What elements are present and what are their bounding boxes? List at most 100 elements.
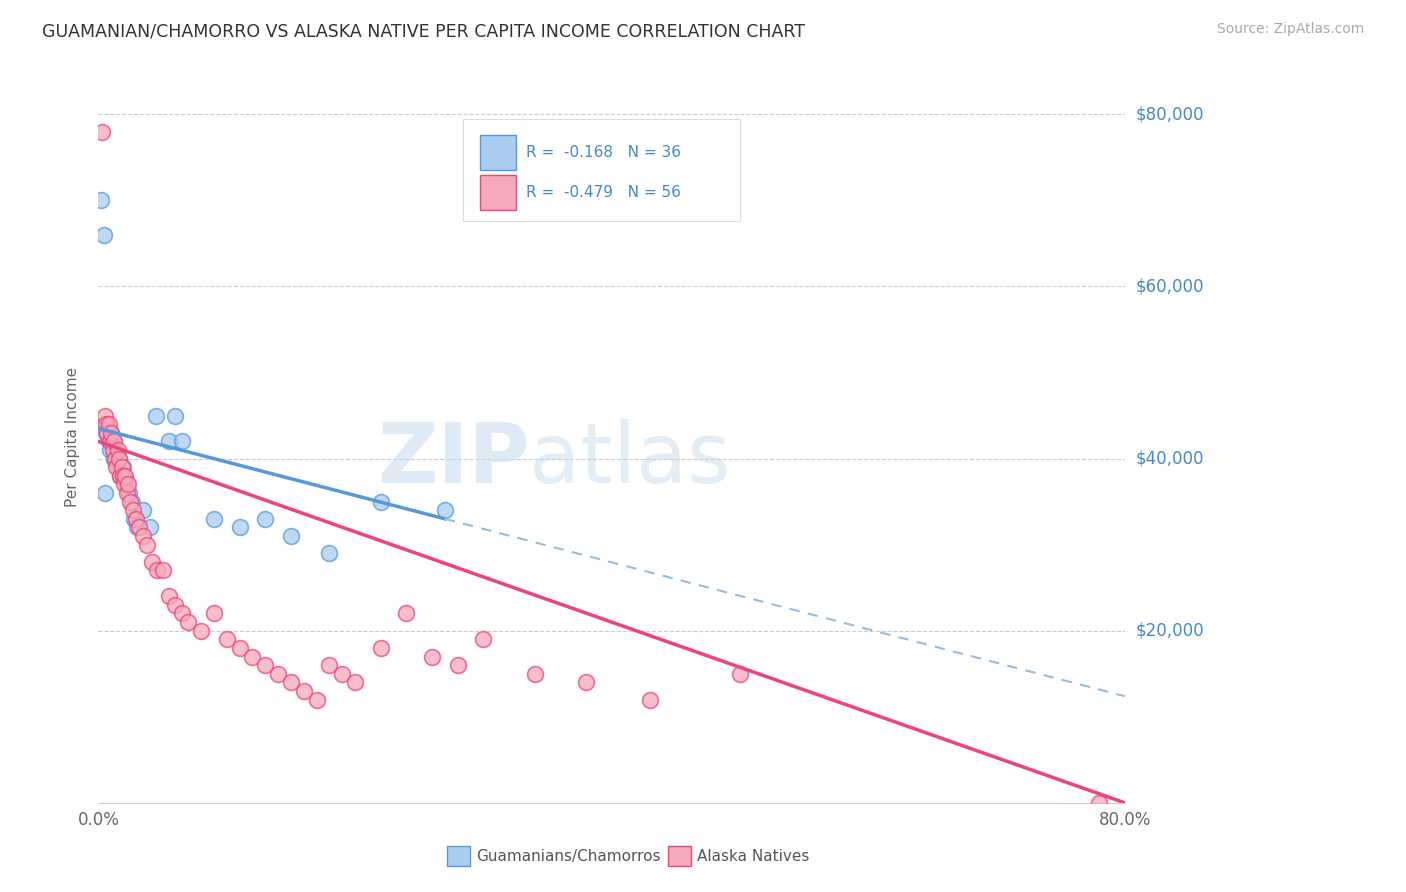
Point xyxy=(96,417,118,432)
Point xyxy=(122,503,145,517)
Text: R =  -0.168   N = 36: R = -0.168 N = 36 xyxy=(526,145,682,160)
Point xyxy=(254,658,277,673)
Point xyxy=(111,460,134,475)
Point xyxy=(157,434,180,449)
FancyBboxPatch shape xyxy=(668,846,690,866)
Text: GUAMANIAN/CHAMORRO VS ALASKA NATIVE PER CAPITA INCOME CORRELATION CHART: GUAMANIAN/CHAMORRO VS ALASKA NATIVE PER … xyxy=(42,22,806,40)
Text: atlas: atlas xyxy=(530,418,731,500)
Point xyxy=(1088,796,1111,810)
Point xyxy=(202,607,225,621)
Point xyxy=(136,538,159,552)
Text: R =  -0.479   N = 56: R = -0.479 N = 56 xyxy=(526,186,682,201)
Point xyxy=(112,477,135,491)
Text: $60,000: $60,000 xyxy=(1136,277,1205,295)
Point xyxy=(165,409,187,423)
Point xyxy=(254,512,277,526)
Point xyxy=(107,460,129,475)
Point xyxy=(145,409,167,423)
Point xyxy=(447,658,470,673)
Point xyxy=(110,468,132,483)
Point xyxy=(114,468,136,483)
Point xyxy=(132,529,155,543)
Text: Alaska Natives: Alaska Natives xyxy=(697,848,810,863)
Point xyxy=(146,564,169,578)
FancyBboxPatch shape xyxy=(463,119,740,221)
Point xyxy=(105,460,128,475)
Point xyxy=(103,451,125,466)
Point xyxy=(91,125,114,139)
FancyBboxPatch shape xyxy=(447,846,470,866)
Point xyxy=(105,451,128,466)
Text: Guamanians/Chamorros: Guamanians/Chamorros xyxy=(477,848,661,863)
Point xyxy=(117,477,139,491)
Point xyxy=(124,512,146,526)
Point xyxy=(100,425,122,440)
Point xyxy=(96,425,118,440)
Point xyxy=(100,425,122,440)
Point xyxy=(228,640,250,655)
Point xyxy=(267,666,290,681)
Point xyxy=(120,494,142,508)
Point xyxy=(111,468,134,483)
Point xyxy=(330,666,353,681)
Point xyxy=(280,675,302,690)
Text: Source: ZipAtlas.com: Source: ZipAtlas.com xyxy=(1216,22,1364,37)
Point xyxy=(93,227,115,242)
Point xyxy=(104,451,127,466)
Point xyxy=(165,598,187,612)
Point xyxy=(94,417,117,432)
Point xyxy=(318,546,340,560)
Point xyxy=(97,434,120,449)
Point xyxy=(103,434,125,449)
Point xyxy=(157,589,180,603)
Point xyxy=(472,632,495,647)
Point xyxy=(97,417,120,432)
Point xyxy=(575,675,598,690)
Point xyxy=(94,486,117,500)
FancyBboxPatch shape xyxy=(481,135,516,170)
Point xyxy=(138,520,162,534)
Point xyxy=(638,692,661,706)
Point xyxy=(728,666,751,681)
Point xyxy=(107,442,129,457)
Point xyxy=(433,503,456,517)
Point xyxy=(98,434,121,449)
Point xyxy=(523,666,546,681)
Point xyxy=(242,649,264,664)
Point xyxy=(121,494,143,508)
Point xyxy=(420,649,443,664)
Point xyxy=(177,615,200,629)
Point xyxy=(280,529,302,543)
Point xyxy=(108,451,131,466)
Point xyxy=(108,451,131,466)
Point xyxy=(202,512,225,526)
Point xyxy=(141,555,163,569)
Point xyxy=(98,442,121,457)
Point xyxy=(110,468,132,483)
Point xyxy=(94,409,117,423)
FancyBboxPatch shape xyxy=(481,175,516,211)
Point xyxy=(370,494,392,508)
Point xyxy=(190,624,212,638)
Text: $40,000: $40,000 xyxy=(1136,450,1205,467)
Text: $80,000: $80,000 xyxy=(1136,105,1205,123)
Point xyxy=(112,468,135,483)
Text: ZIP: ZIP xyxy=(377,418,530,500)
Point xyxy=(305,692,328,706)
Point xyxy=(292,684,315,698)
Point xyxy=(115,486,138,500)
Y-axis label: Per Capita Income: Per Capita Income xyxy=(65,367,80,508)
Point xyxy=(94,425,117,440)
Point xyxy=(395,607,418,621)
Point xyxy=(215,632,238,647)
Point xyxy=(132,503,155,517)
Point xyxy=(318,658,340,673)
Point xyxy=(228,520,250,534)
Point xyxy=(124,512,146,526)
Point xyxy=(125,520,148,534)
Point xyxy=(370,640,392,655)
Point xyxy=(90,194,112,208)
Point xyxy=(110,468,132,483)
Point xyxy=(152,564,174,578)
Point xyxy=(170,607,193,621)
